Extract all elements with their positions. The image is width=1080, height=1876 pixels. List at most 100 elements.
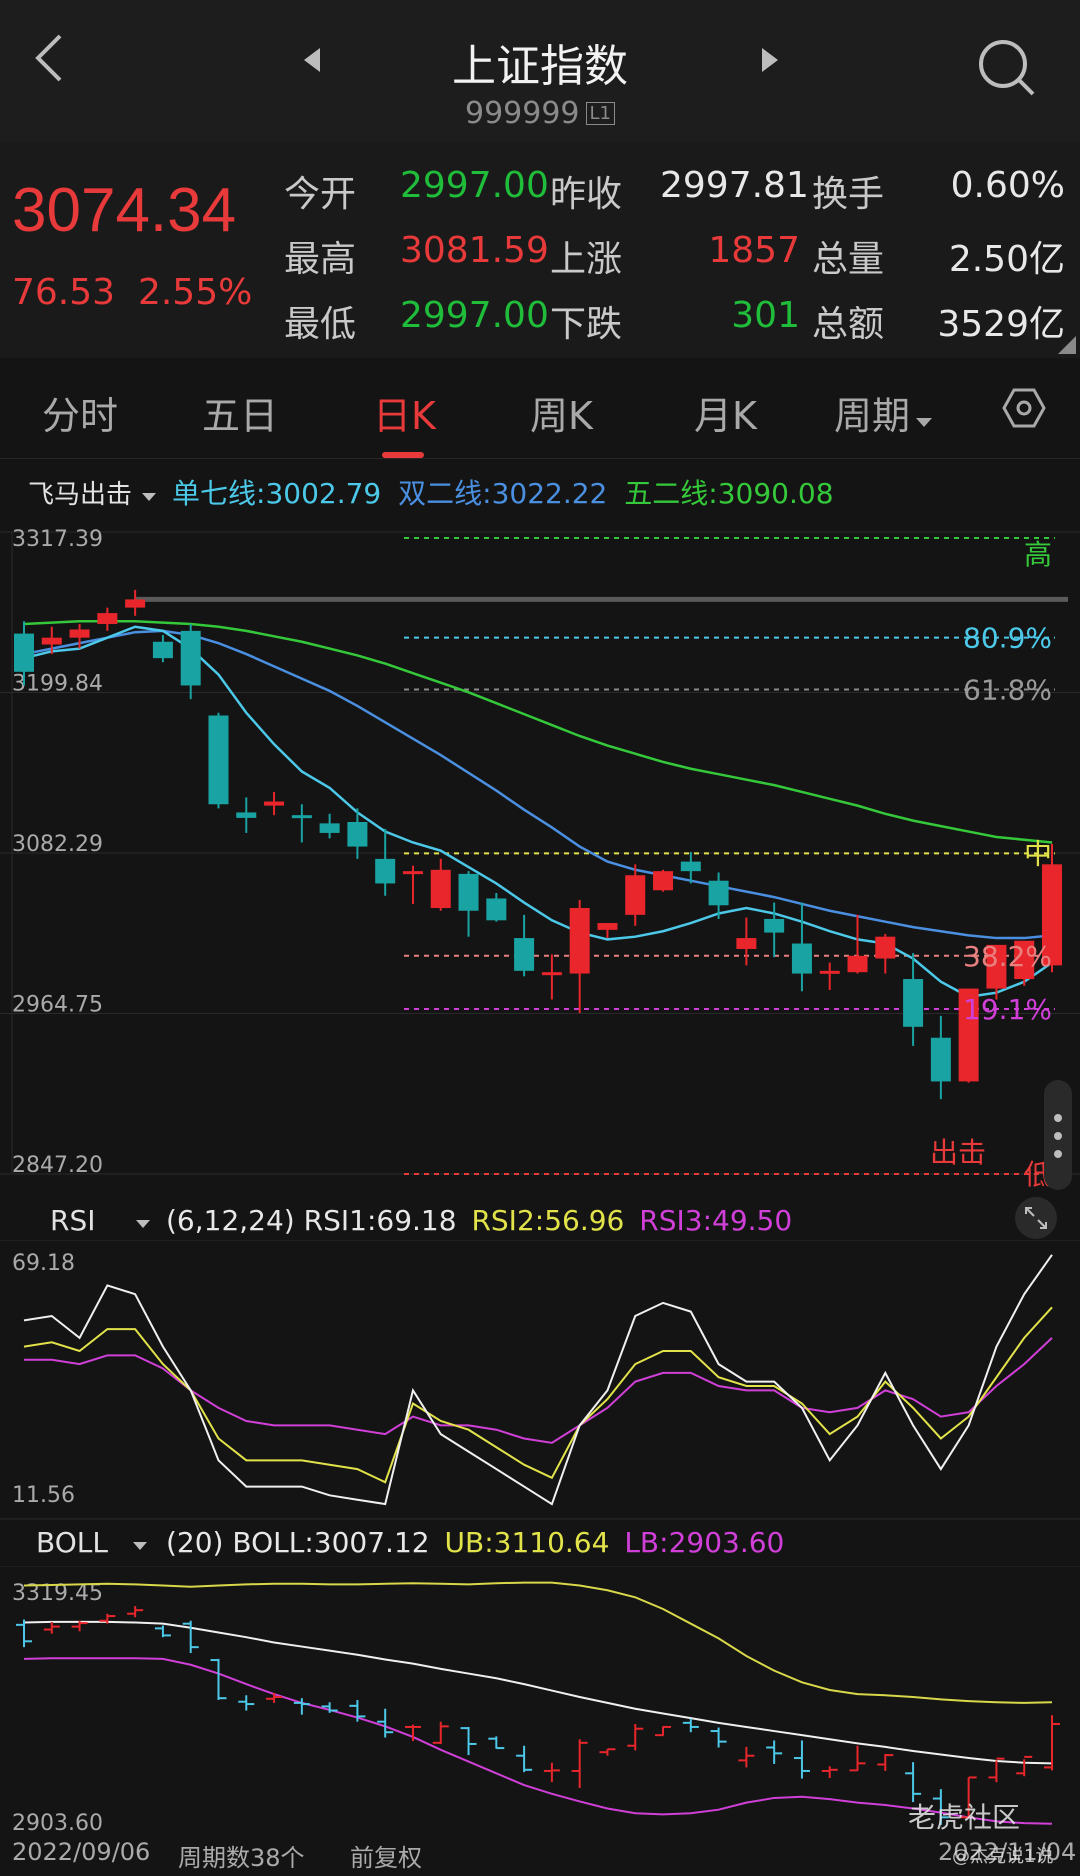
level-label-61-8: 61.8% <box>963 674 1052 707</box>
candle-body <box>791 943 812 974</box>
quote-label: 总额 <box>812 304 885 345</box>
change-value: 76.53 <box>12 272 116 313</box>
candle-body <box>97 613 118 625</box>
rsi1-label: RSI1: <box>303 1204 377 1237</box>
candle-body <box>875 936 896 959</box>
candle-body <box>264 801 285 806</box>
stock-code: 999999 L1 <box>0 96 1080 131</box>
expand-icon[interactable] <box>1014 1196 1058 1240</box>
rsi3-line <box>24 1337 1053 1444</box>
candle-body <box>819 970 840 974</box>
candle-body <box>152 641 173 659</box>
candle-body <box>930 1037 951 1082</box>
boll-lb-line <box>23 1657 1053 1825</box>
boll-selector[interactable]: BOLL <box>36 1526 149 1559</box>
quote-label: 最低 <box>284 304 357 345</box>
rsi-label: RSI <box>50 1204 96 1237</box>
candle-body <box>847 955 868 973</box>
boll-ub-value: 3110.64 <box>493 1526 610 1559</box>
tab-period[interactable]: 周期 <box>834 385 934 440</box>
candle-body <box>653 871 674 891</box>
candle-body <box>430 869 451 909</box>
ma-legend: 单七线:3002.79 双二线:3022.22 五二线:3090.08 <box>172 472 834 512</box>
boll-lb-label: LB: <box>624 1526 669 1559</box>
tab-weekly-k[interactable]: 周K <box>530 394 593 438</box>
level-label-19-1: 19.1% <box>963 993 1052 1026</box>
rsi-legend: (6,12,24) RSI1:69.18 RSI2:56.96 RSI3:49.… <box>166 1204 792 1237</box>
quote-label: 上涨 <box>550 239 623 280</box>
candle-body <box>764 918 785 933</box>
ma7-value: 3002.79 <box>265 477 382 510</box>
rsi-chart[interactable]: 69.18 11.56 <box>0 1240 1080 1520</box>
back-icon[interactable] <box>30 30 70 86</box>
end-date: 2022/11/04 <box>938 1838 1077 1866</box>
prev-icon[interactable] <box>300 46 324 74</box>
y-axis-label: 2964.75 <box>12 993 103 1018</box>
candle-body <box>208 715 229 805</box>
candle-body <box>125 599 146 608</box>
kline-chart[interactable]: 3317.39 3199.84 3082.29 2964.75 2847.20 高 80.9… <box>0 510 1080 1190</box>
boll-lb-value: 2903.60 <box>668 1526 785 1559</box>
candle-body <box>236 812 257 818</box>
candle-body <box>680 861 701 872</box>
boll-params: (20) <box>166 1526 224 1559</box>
boll-legend: (20) BOLL:3007.12 UB:3110.64 LB:2903.60 <box>166 1526 784 1559</box>
candle-body <box>1014 940 1035 980</box>
quote-value: 0.60% <box>950 165 1065 206</box>
rsi-params: (6,12,24) <box>166 1204 295 1237</box>
caret-down-icon <box>916 418 933 427</box>
search-icon[interactable] <box>975 36 1039 100</box>
quote-value: 1857 <box>708 230 800 271</box>
quote-label: 昨收 <box>550 174 623 215</box>
start-date: 2022/09/06 <box>12 1838 151 1866</box>
ma22-value: 3022.22 <box>491 477 608 510</box>
candle-body <box>180 630 201 686</box>
indicator-selector[interactable]: 飞马出击 <box>28 474 158 511</box>
page-title: 上证指数 <box>452 41 628 92</box>
y-axis-label: 3082.29 <box>12 832 103 857</box>
candle-body <box>986 944 1007 989</box>
next-icon[interactable] <box>758 46 782 74</box>
indicator-name: 飞马出击 <box>28 480 133 510</box>
boll-mid-line <box>23 1620 1053 1765</box>
candle-body <box>736 938 757 949</box>
rsi-y-bottom: 11.56 <box>12 1483 75 1508</box>
candle-body <box>514 938 535 971</box>
quote-label: 换手 <box>812 174 885 215</box>
watermark: 老虎社区 <box>908 1801 1021 1834</box>
settings-icon[interactable] <box>1000 384 1048 432</box>
tab-five-day[interactable]: 五日 <box>202 394 279 438</box>
level-label-38-2: 38.2% <box>963 940 1052 973</box>
watermark-sub: @杰克说1说 <box>952 1846 1054 1867</box>
quote-value: 2997.00 <box>400 295 549 336</box>
quote-label: 最高 <box>284 239 357 280</box>
quote-label: 总量 <box>812 239 885 280</box>
ma7-line <box>23 625 1053 999</box>
period-count: 周期数38个 <box>178 1844 305 1872</box>
candle-body <box>903 979 924 1027</box>
rsi-selector[interactable]: RSI <box>50 1204 152 1237</box>
quote-value: 2997.81 <box>660 165 809 206</box>
candle-body <box>569 908 590 974</box>
price-change: 76.53 2.55% <box>12 272 252 313</box>
candle-body <box>1042 864 1062 966</box>
side-handle-icon[interactable] <box>1044 1080 1072 1190</box>
quote-label: 今开 <box>284 174 357 215</box>
ma22-line <box>23 629 1053 940</box>
quote-value: 2.50亿 <box>948 239 1065 280</box>
level-label-high: 高 <box>1024 538 1052 571</box>
candle-body <box>14 633 34 672</box>
tab-daily-k[interactable]: 日K <box>373 394 436 438</box>
quote-panel <box>0 142 1080 358</box>
quote-label: 下跌 <box>550 304 623 345</box>
candle-body <box>347 821 368 847</box>
adjust-mode[interactable]: 前复权 <box>350 1844 422 1872</box>
rsi-y-top: 69.18 <box>12 1251 75 1276</box>
period-tabs <box>0 358 1080 459</box>
change-percent: 2.55% <box>137 272 253 313</box>
boll-ub-line <box>23 1581 1053 1704</box>
rsi3-label: RSI3: <box>639 1204 712 1237</box>
tab-monthly-k[interactable]: 月K <box>694 394 757 438</box>
tab-intraday[interactable]: 分时 <box>42 394 119 438</box>
